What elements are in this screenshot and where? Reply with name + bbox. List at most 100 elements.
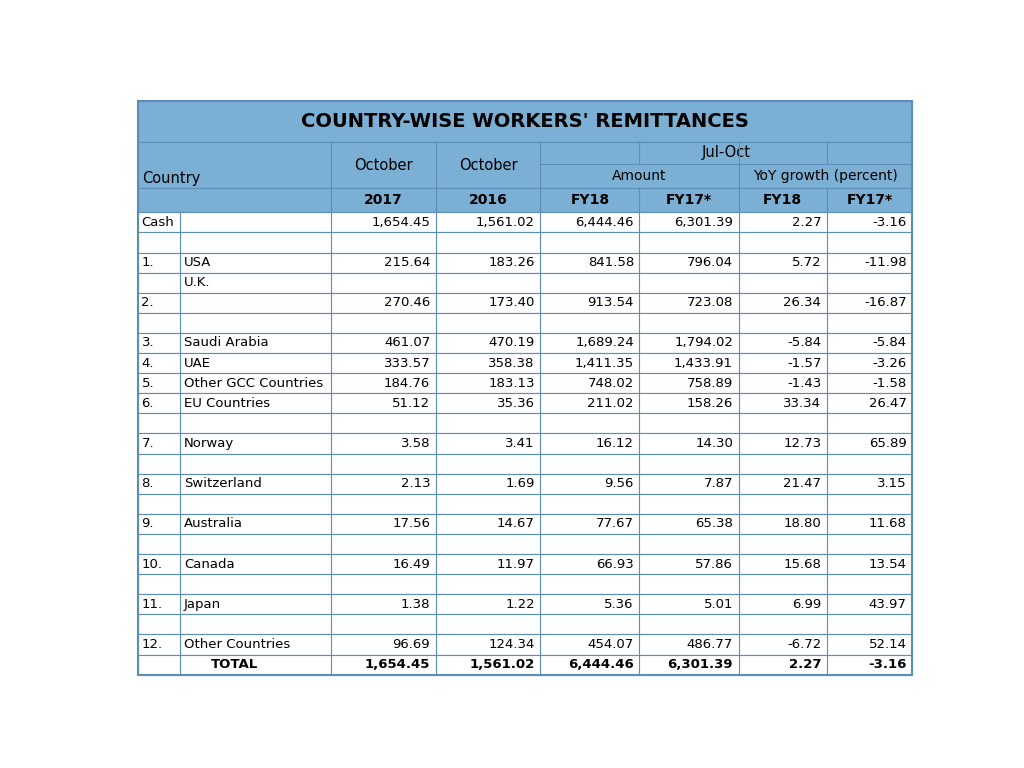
Text: FY17*: FY17* (847, 194, 893, 207)
Text: 796.04: 796.04 (687, 256, 733, 269)
Text: 26.34: 26.34 (783, 296, 821, 310)
Text: EU Countries: EU Countries (184, 397, 270, 410)
Text: 5.01: 5.01 (703, 598, 733, 611)
Text: Switzerland: Switzerland (184, 477, 262, 490)
Text: 33.34: 33.34 (783, 397, 821, 410)
Text: Jul-Oct: Jul-Oct (701, 145, 751, 160)
Bar (137, 574, 912, 594)
Text: 333.57: 333.57 (384, 356, 430, 369)
Text: 16.49: 16.49 (392, 558, 430, 571)
Text: 2.27: 2.27 (788, 658, 821, 671)
Text: YoY growth (percent): YoY growth (percent) (753, 169, 898, 184)
Bar (137, 353, 912, 373)
Text: 6,444.46: 6,444.46 (575, 216, 634, 229)
Text: 26.47: 26.47 (868, 397, 906, 410)
Text: 1.38: 1.38 (400, 598, 430, 611)
Text: 1.69: 1.69 (506, 477, 535, 490)
Text: -5.84: -5.84 (872, 336, 906, 349)
Text: Canada: Canada (184, 558, 234, 571)
Text: 6,301.39: 6,301.39 (668, 658, 733, 671)
Text: 2.27: 2.27 (792, 216, 821, 229)
Text: 6,444.46: 6,444.46 (568, 658, 634, 671)
Bar (137, 654, 912, 674)
Bar (137, 253, 912, 273)
Text: 6.99: 6.99 (793, 598, 821, 611)
Text: 57.86: 57.86 (695, 558, 733, 571)
Text: 158.26: 158.26 (687, 397, 733, 410)
Text: U.K.: U.K. (184, 276, 211, 290)
Bar (137, 474, 912, 494)
Bar (137, 413, 912, 433)
Text: -5.84: -5.84 (787, 336, 821, 349)
Text: 9.: 9. (141, 518, 154, 531)
Text: 3.15: 3.15 (877, 477, 906, 490)
Text: 9.56: 9.56 (604, 477, 634, 490)
Text: -3.16: -3.16 (872, 216, 906, 229)
Bar (137, 514, 912, 534)
Text: 12.: 12. (141, 638, 163, 651)
Text: 3.58: 3.58 (400, 437, 430, 450)
Bar (137, 594, 912, 614)
Text: 51.12: 51.12 (392, 397, 430, 410)
Text: 13.54: 13.54 (868, 558, 906, 571)
Bar (137, 333, 912, 353)
Text: Japan: Japan (184, 598, 221, 611)
Text: COUNTRY-WISE WORKERS' REMITTANCES: COUNTRY-WISE WORKERS' REMITTANCES (301, 112, 749, 131)
Bar (137, 188, 912, 212)
Text: 16.12: 16.12 (596, 437, 634, 450)
Text: 52.14: 52.14 (868, 638, 906, 651)
Text: 2017: 2017 (365, 194, 402, 207)
Text: 3.: 3. (141, 336, 155, 349)
Text: 77.67: 77.67 (596, 518, 634, 531)
Text: TOTAL: TOTAL (211, 658, 258, 671)
Text: 11.68: 11.68 (868, 518, 906, 531)
Text: 358.38: 358.38 (488, 356, 535, 369)
Text: 4.: 4. (141, 356, 154, 369)
Text: 96.69: 96.69 (392, 638, 430, 651)
Text: UAE: UAE (184, 356, 211, 369)
Text: -11.98: -11.98 (864, 256, 906, 269)
Text: -3.26: -3.26 (872, 356, 906, 369)
Text: 3.41: 3.41 (505, 437, 535, 450)
Text: 183.13: 183.13 (488, 376, 535, 389)
Text: 1,654.45: 1,654.45 (365, 658, 430, 671)
Text: 1.22: 1.22 (505, 598, 535, 611)
Text: -1.58: -1.58 (872, 376, 906, 389)
Text: 183.26: 183.26 (488, 256, 535, 269)
Text: 1,561.02: 1,561.02 (469, 658, 535, 671)
Bar (137, 273, 912, 293)
Bar (137, 494, 912, 514)
Bar (137, 212, 912, 233)
Text: 11.97: 11.97 (497, 558, 535, 571)
Text: 461.07: 461.07 (384, 336, 430, 349)
Text: 1,794.02: 1,794.02 (674, 336, 733, 349)
Text: 43.97: 43.97 (868, 598, 906, 611)
Text: 1,689.24: 1,689.24 (575, 336, 634, 349)
Text: 14.30: 14.30 (695, 437, 733, 450)
Text: 1,411.35: 1,411.35 (574, 356, 634, 369)
Text: 173.40: 173.40 (488, 296, 535, 310)
Text: 124.34: 124.34 (488, 638, 535, 651)
Bar (137, 101, 912, 142)
Bar (137, 142, 912, 188)
Text: 17.56: 17.56 (392, 518, 430, 531)
Text: 15.68: 15.68 (783, 558, 821, 571)
Text: 35.36: 35.36 (497, 397, 535, 410)
Bar (137, 454, 912, 474)
Text: 2.13: 2.13 (400, 477, 430, 490)
Text: 7.: 7. (141, 437, 155, 450)
Text: 454.07: 454.07 (588, 638, 634, 651)
Text: 748.02: 748.02 (588, 376, 634, 389)
Bar (137, 313, 912, 333)
Text: -6.72: -6.72 (787, 638, 821, 651)
Text: FY17*: FY17* (666, 194, 712, 207)
Text: 14.67: 14.67 (497, 518, 535, 531)
Text: 8.: 8. (141, 477, 154, 490)
Text: Other Countries: Other Countries (184, 638, 291, 651)
Bar (137, 293, 912, 313)
Text: 211.02: 211.02 (588, 397, 634, 410)
Text: 1,433.91: 1,433.91 (674, 356, 733, 369)
Text: 184.76: 184.76 (384, 376, 430, 389)
Bar (137, 233, 912, 253)
Text: October: October (354, 157, 413, 173)
